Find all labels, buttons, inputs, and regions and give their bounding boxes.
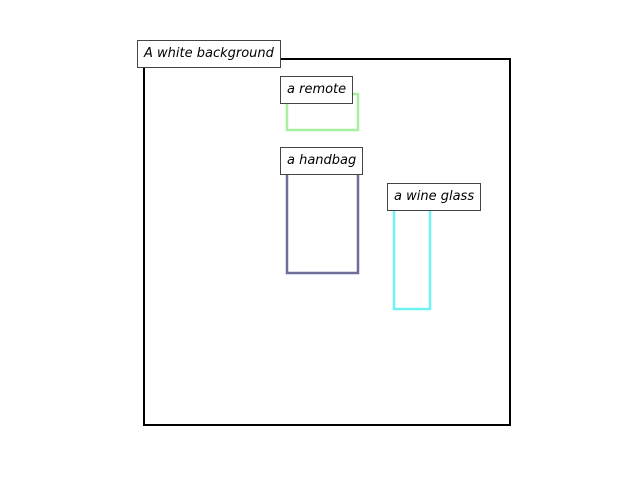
- scene-caption-label: A white background: [137, 40, 281, 68]
- handbag-label: a handbag: [280, 147, 364, 175]
- wine-glass-box: [392, 199, 432, 311]
- scene-frame: [143, 58, 511, 426]
- wine-glass-label: a wine glass: [387, 183, 482, 211]
- handbag-box: [285, 163, 360, 275]
- remote-label: a remote: [280, 76, 354, 104]
